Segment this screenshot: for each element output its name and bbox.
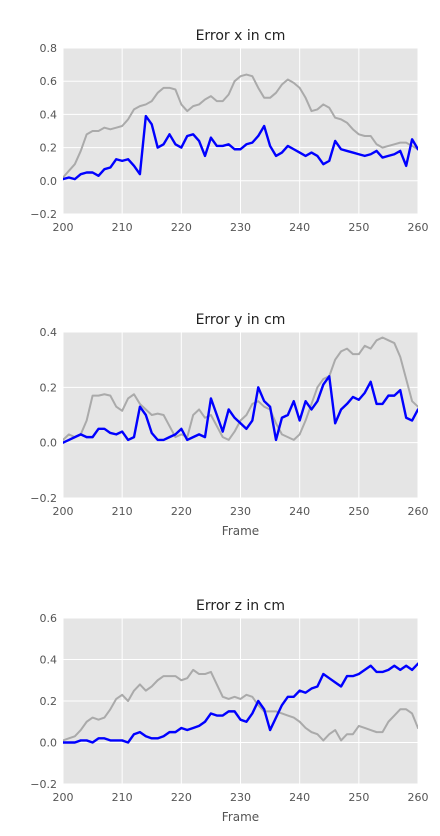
x-tick-label: 200 <box>53 221 74 234</box>
y-tick-label: 0.4 <box>40 654 58 667</box>
error-z-chart: Error z in cm 200 210 220 230 240 250 260 −0.2 0.… <box>0 576 440 834</box>
x-tick-label: 250 <box>348 221 369 234</box>
error-y-chart: Error y in cm 200 210 220 230 240 250 260 −0.2 0.… <box>0 296 440 552</box>
y-tick-label: 0.2 <box>40 695 58 708</box>
x-tick-label: 220 <box>171 221 192 234</box>
reference-error-line <box>63 668 418 742</box>
reference-error-line <box>63 336 418 441</box>
chart-title: Error x in cm <box>196 28 286 44</box>
chart-title: Error y in cm <box>196 312 286 328</box>
y-tick-label: 0.4 <box>40 108 58 121</box>
x-tick-label: 240 <box>289 221 310 234</box>
error-y-plot: Error y in cm 200 210 220 230 240 250 260 −0.2 0.… <box>30 312 429 538</box>
y-tick-label: 0.2 <box>40 142 58 155</box>
error-x-plot: Error x in cm 200 210 220 230 240 250 260 −0.2 0.… <box>30 28 429 234</box>
y-tick-label: 0.6 <box>40 612 58 625</box>
estimate-error-line <box>63 662 418 744</box>
error-x-chart: Error x in cm 200 210 220 230 240 250 260 −0.2 0.… <box>0 0 440 236</box>
y-tick-label: 0.4 <box>40 326 58 339</box>
x-tick-label: 230 <box>230 791 251 804</box>
y-tick-label: −0.2 <box>30 208 57 221</box>
x-tick-label: 230 <box>230 221 251 234</box>
x-tick-label: 210 <box>112 791 133 804</box>
x-tick-label: 210 <box>112 221 133 234</box>
estimate-error-line <box>63 375 418 444</box>
x-tick-label: 240 <box>289 791 310 804</box>
y-tick-label: −0.2 <box>30 492 57 505</box>
y-tick-label: 0.0 <box>40 175 58 188</box>
y-tick-label: 0.0 <box>40 437 58 450</box>
y-tick-label: −0.2 <box>30 778 57 791</box>
x-axis-label: Frame <box>222 524 259 538</box>
y-tick-label: 0.8 <box>40 42 58 55</box>
x-tick-label: 250 <box>348 505 369 518</box>
x-tick-label: 260 <box>408 221 429 234</box>
x-tick-label: 220 <box>171 505 192 518</box>
y-tick-label: 0.0 <box>40 737 58 750</box>
x-tick-label: 220 <box>171 791 192 804</box>
y-tick-label: 0.2 <box>40 381 58 394</box>
x-tick-label: 260 <box>408 791 429 804</box>
x-tick-label: 260 <box>408 505 429 518</box>
x-tick-label: 200 <box>53 791 74 804</box>
x-tick-label: 230 <box>230 505 251 518</box>
chart-title: Error z in cm <box>196 598 285 614</box>
x-tick-label: 240 <box>289 505 310 518</box>
reference-error-line <box>63 73 418 179</box>
x-tick-label: 250 <box>348 791 369 804</box>
y-tick-label: 0.6 <box>40 75 58 88</box>
estimate-error-line <box>63 114 418 181</box>
x-tick-label: 210 <box>112 505 133 518</box>
x-tick-label: 200 <box>53 505 74 518</box>
error-z-plot: Error z in cm 200 210 220 230 240 250 260 −0.2 0.… <box>30 598 429 824</box>
x-axis-label: Frame <box>222 810 259 824</box>
